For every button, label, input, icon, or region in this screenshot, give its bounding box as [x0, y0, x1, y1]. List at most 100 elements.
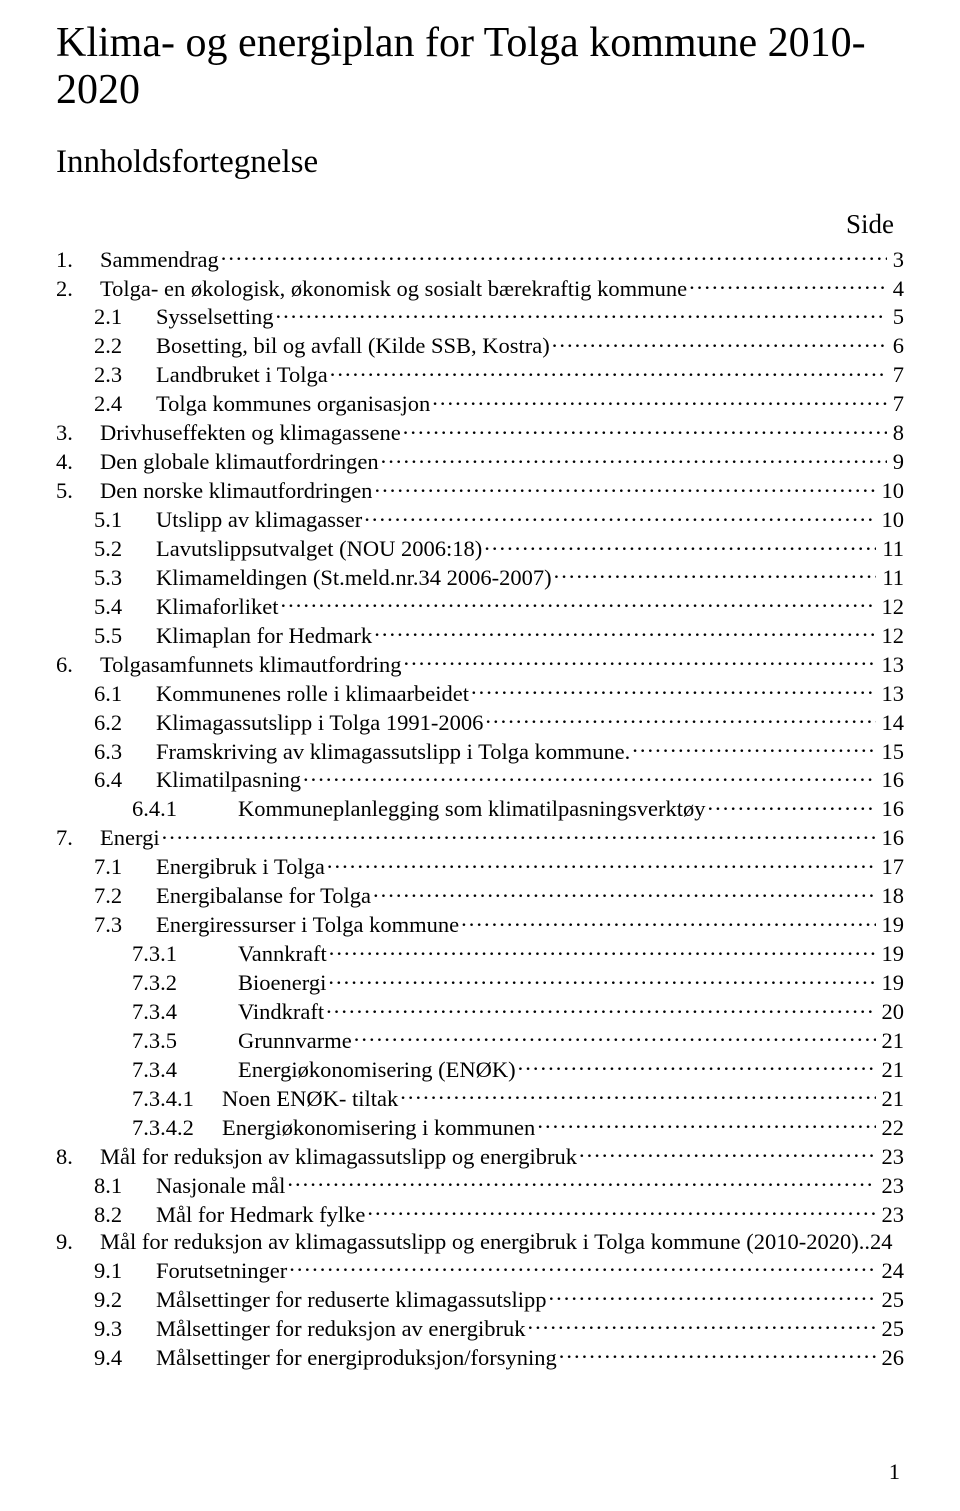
toc-entry-page: 13 [878, 651, 905, 678]
toc-entry-label: 7.3.4.2Energiøkonomisering i kommunen [132, 1114, 535, 1141]
toc-entry-number: 8. [56, 1143, 100, 1170]
toc-entry-number: 7.3.5 [132, 1027, 238, 1054]
toc-entry: 9.1Forutsetninger 24 [56, 1255, 904, 1284]
toc-entry-page: 11 [878, 535, 904, 562]
toc-entry-page: 10 [878, 506, 905, 533]
toc-entry-number: 2.3 [94, 361, 156, 388]
toc-entry-number: 6. [56, 651, 100, 678]
toc-entry-number: 2.2 [94, 332, 156, 359]
toc-entry-label: 6.4.1Kommuneplanlegging som klimatilpasn… [132, 795, 705, 822]
toc-entry-leader [364, 505, 875, 528]
toc-entry-label: 6.2Klimagassutslipp i Tolga 1991-2006 [94, 709, 483, 736]
toc-entry: 5.2Lavutslippsutvalget (NOU 2006:18) 11 [56, 533, 904, 562]
toc-entry: 7.Energi16 [56, 823, 904, 852]
toc-entry-page: 11 [878, 564, 904, 591]
toc-entry-text: Bioenergi [238, 970, 326, 995]
toc-entry-label: 9.Mål for reduksjon av klimagassutslipp … [56, 1228, 864, 1255]
toc-entry-text: Den norske klimautfordringen [100, 478, 372, 503]
toc-entry-text: Utslipp av klimagasser [156, 507, 362, 532]
toc-entry-page: 24 [878, 1257, 905, 1284]
toc-entry-page: 19 [878, 940, 905, 967]
toc-entry-number: 9.1 [94, 1257, 156, 1284]
toc-entry-number: 5.4 [94, 593, 156, 620]
toc-entry-leader [432, 389, 887, 412]
toc-entry: 7.3.2Bioenergi19 [56, 968, 904, 997]
toc-heading: Innholdsfortegnelse [56, 144, 904, 181]
toc-entry: 9.4Målsettinger for energiproduksjon/for… [56, 1342, 904, 1371]
toc-entry-leader [400, 1083, 875, 1106]
toc-entry-leader [162, 823, 876, 846]
toc-entry-leader [289, 1255, 875, 1278]
toc-entry-leader [554, 562, 877, 585]
toc-entry-page: 22 [878, 1114, 905, 1141]
toc-entry-label: 7.3.4.1Noen ENØK- tiltak [132, 1085, 398, 1112]
toc-entry-leader [632, 736, 875, 759]
toc-entry: 4.Den globale klimautfordringen9 [56, 447, 904, 476]
toc-entry-text: Nasjonale mål [156, 1173, 285, 1198]
table-of-contents: 1.Sammendrag32.Tolga- en økologisk, økon… [56, 244, 904, 1371]
toc-entry-text: Sammendrag [100, 247, 219, 272]
toc-entry-label: 5.2Lavutslippsutvalget (NOU 2006:18) [94, 535, 482, 562]
toc-entry-text: Kommuneplanlegging som klimatilpasningsv… [238, 796, 705, 821]
toc-entry-page: 4 [889, 275, 904, 302]
toc-entry-label: 5.1Utslipp av klimagasser [94, 506, 362, 533]
toc-entry-text: Sysselsetting [156, 304, 274, 329]
toc-entry-text: Drivhuseffekten og klimagassene [100, 420, 401, 445]
toc-entry-leader [527, 1313, 875, 1336]
toc-entry-page: 25 [878, 1315, 905, 1342]
toc-entry-leader [329, 939, 876, 962]
toc-entry-text: Klimameldingen (St.meld.nr.34 2006-2007) [156, 565, 552, 590]
toc-entry-label: 7.3.4Vindkraft [132, 998, 324, 1025]
toc-entry-label: 7.3.1Vannkraft [132, 940, 327, 967]
toc-entry: 7.3.4Vindkraft 20 [56, 996, 904, 1025]
toc-entry-leader [287, 1170, 875, 1193]
toc-entry-text: Energiressurser i Tolga kommune [156, 912, 459, 937]
toc-entry-label: 3.Drivhuseffekten og klimagassene [56, 419, 401, 446]
toc-entry-leader [221, 244, 887, 267]
toc-entry-text: Bosetting, bil og avfall (Kilde SSB, Kos… [156, 333, 550, 358]
toc-entry: 7.3.5Grunnvarme21 [56, 1025, 904, 1054]
toc-entry: 2.4Tolga kommunes organisasjon7 [56, 389, 904, 418]
toc-entry-label: 9.3Målsettinger for reduksjon av energib… [94, 1315, 525, 1342]
toc-entry-text: Energibruk i Tolga [156, 854, 325, 879]
toc-entry-page: 23 [878, 1143, 905, 1170]
toc-entry-label: 7.Energi [56, 824, 160, 851]
toc-entry-number: 7.1 [94, 853, 156, 880]
toc-entry-number: 7.3.4 [132, 998, 238, 1025]
toc-entry-page: 26 [878, 1344, 905, 1371]
toc-entry-leader [326, 996, 875, 1019]
toc-entry-label: 7.3.2Bioenergi [132, 969, 326, 996]
toc-entry-text: Klimaplan for Hedmark [156, 623, 372, 648]
toc-entry-leader [373, 881, 875, 904]
toc-entry-number: 7.3.4.1 [132, 1085, 222, 1112]
toc-entry-leader [328, 968, 875, 991]
toc-entry-label: 5.4Klimaforliket [94, 593, 278, 620]
toc-entry-leader [330, 360, 887, 383]
toc-entry-text: Energiøkonomisering i kommunen [222, 1115, 535, 1140]
toc-entry-text: Tolga kommunes organisasjon [156, 391, 430, 416]
toc-entry-label: 5.3Klimameldingen (St.meld.nr.34 2006-20… [94, 564, 552, 591]
toc-entry-number: 3. [56, 419, 100, 446]
toc-entry-page: 16 [878, 795, 905, 822]
toc-entry-page: 7 [889, 390, 904, 417]
toc-entry-leader [518, 1054, 876, 1077]
toc-entry-page: 25 [878, 1286, 905, 1313]
toc-entry-label: 6.4Klimatilpasning [94, 766, 301, 793]
toc-entry-number: 1. [56, 246, 100, 273]
toc-entry-page: 21 [878, 1085, 905, 1112]
toc-entry-page: 20 [878, 998, 905, 1025]
toc-entry-leader [707, 794, 875, 817]
toc-entry: 9.2Målsettinger for reduserte klimagassu… [56, 1284, 904, 1313]
toc-entry-label: 9.1Forutsetninger [94, 1257, 287, 1284]
toc-entry-page: 13 [878, 680, 905, 707]
toc-entry-leader [552, 331, 887, 354]
toc-entry-number: 5.3 [94, 564, 156, 591]
toc-entry-text: Kommunenes rolle i klimaarbeidet [156, 681, 469, 706]
toc-entry-number: 7.3.1 [132, 940, 238, 967]
toc-entry-leader [537, 1112, 875, 1135]
toc-entry-number: 2. [56, 275, 100, 302]
toc-entry: 7.1Energibruk i Tolga17 [56, 852, 904, 881]
toc-entry-leader [471, 678, 875, 701]
toc-entry-leader [579, 1141, 875, 1164]
toc-entry-text: Mål for Hedmark fylke [156, 1202, 365, 1227]
